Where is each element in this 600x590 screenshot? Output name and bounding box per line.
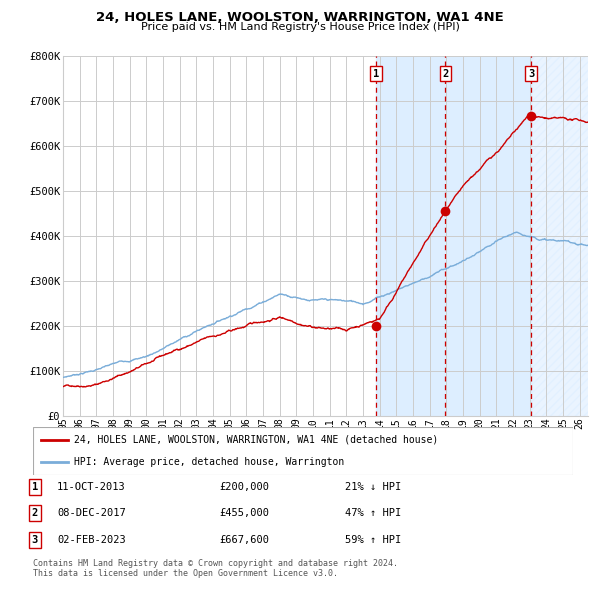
FancyBboxPatch shape [33, 427, 573, 475]
Text: Contains HM Land Registry data © Crown copyright and database right 2024.: Contains HM Land Registry data © Crown c… [33, 559, 398, 568]
Text: 2: 2 [32, 509, 38, 518]
Text: £200,000: £200,000 [219, 482, 269, 491]
Text: 1: 1 [32, 482, 38, 491]
Text: 3: 3 [528, 68, 534, 78]
Bar [376, 56, 445, 416]
Bar [445, 56, 531, 416]
Text: £455,000: £455,000 [219, 509, 269, 518]
Text: 47% ↑ HPI: 47% ↑ HPI [345, 509, 401, 518]
Text: £667,600: £667,600 [219, 535, 269, 545]
Text: 2: 2 [442, 68, 448, 78]
Text: This data is licensed under the Open Government Licence v3.0.: This data is licensed under the Open Gov… [33, 569, 338, 578]
Text: 3: 3 [32, 535, 38, 545]
Text: 02-FEB-2023: 02-FEB-2023 [57, 535, 126, 545]
Text: 59% ↑ HPI: 59% ↑ HPI [345, 535, 401, 545]
Text: 24, HOLES LANE, WOOLSTON, WARRINGTON, WA1 4NE: 24, HOLES LANE, WOOLSTON, WARRINGTON, WA… [96, 11, 504, 24]
Text: 24, HOLES LANE, WOOLSTON, WARRINGTON, WA1 4NE (detached house): 24, HOLES LANE, WOOLSTON, WARRINGTON, WA… [74, 435, 438, 445]
Text: 08-DEC-2017: 08-DEC-2017 [57, 509, 126, 518]
Bar [531, 56, 588, 416]
Text: 21% ↓ HPI: 21% ↓ HPI [345, 482, 401, 491]
Text: 1: 1 [373, 68, 379, 78]
Text: 11-OCT-2013: 11-OCT-2013 [57, 482, 126, 491]
Text: Price paid vs. HM Land Registry's House Price Index (HPI): Price paid vs. HM Land Registry's House … [140, 22, 460, 32]
Text: HPI: Average price, detached house, Warrington: HPI: Average price, detached house, Warr… [74, 457, 344, 467]
